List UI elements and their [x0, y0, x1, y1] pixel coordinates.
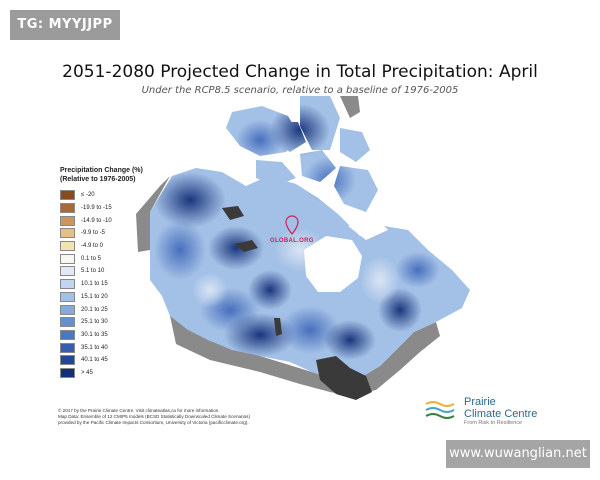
legend-title-line2: (Relative to 1976-2005) [60, 176, 136, 183]
legend-item: 25.1 to 30 [60, 316, 170, 329]
great-slave-lake-shape [234, 240, 258, 252]
legend-item: 30.1 to 35 [60, 329, 170, 342]
legend-title: Precipitation Change (%) (Relative to 19… [60, 166, 170, 184]
prairie-climate-centre-logo: Prairie Climate Centre From Risk to Resi… [424, 394, 564, 430]
legend-label: 35.1 to 40 [81, 344, 108, 351]
lake-winnipeg-shape [274, 318, 282, 336]
legend-item: -19.9 to -15 [60, 202, 170, 215]
credits: © 2017 by the Prairie Climate Centre. Vi… [58, 408, 338, 426]
legend-item: ≤ -20 [60, 189, 170, 202]
legend-swatch [60, 253, 75, 264]
map-watermark-stamp: GLOBAL.ORG [270, 238, 314, 244]
logo-name: Prairie Climate Centre [464, 396, 537, 420]
legend-swatch [60, 329, 75, 340]
greenland-shape [340, 96, 360, 118]
legend-label: 15.1 to 20 [81, 293, 108, 300]
legend-label: -4.9 to 0 [81, 243, 104, 250]
credits-line2: Map Data: Ensemble of 12 CMIP5 models (B… [58, 414, 250, 419]
legend-item: 5.1 to 10 [60, 265, 170, 278]
legend-label: 40.1 to 45 [81, 357, 108, 364]
legend-swatch [60, 355, 75, 366]
legend-label: 10.1 to 15 [81, 281, 108, 288]
waves-icon [425, 401, 455, 419]
legend-swatch [60, 317, 75, 328]
credits-line3: provided by the Pacific Climate Impacts … [58, 420, 249, 425]
legend-swatch [60, 342, 75, 353]
usa-shape [170, 316, 440, 396]
credits-line1: © 2017 by the Prairie Climate Centre. Vi… [58, 408, 220, 413]
legend-swatch [60, 228, 75, 239]
legend-item: > 45 [60, 367, 170, 380]
legend-items: ≤ -20 -19.9 to -15 -14.9 to -10 -9.9 to -5 -… [60, 189, 170, 379]
legend-swatch [60, 266, 75, 277]
map-pin-icon [285, 215, 299, 235]
legend-swatch [60, 279, 75, 290]
logo-name-line2: Climate Centre [464, 408, 538, 420]
legend-label: 30.1 to 35 [81, 331, 108, 338]
legend-title-line1: Precipitation Change (%) [60, 167, 143, 174]
legend-swatch [60, 304, 75, 315]
legend-item: -4.9 to 0 [60, 240, 170, 253]
legend-item: -9.9 to -5 [60, 227, 170, 240]
legend-swatch [60, 367, 75, 378]
legend-swatch [60, 190, 75, 201]
alaska-shape [136, 176, 170, 252]
legend-swatch [60, 215, 75, 226]
legend-item: 35.1 to 40 [60, 341, 170, 354]
map-subtitle: Under the RCP8.5 scenario, relative to a… [141, 85, 459, 96]
legend-label: -19.9 to -15 [81, 205, 112, 212]
watermark-bottom-right: www.wuwanglian.net [446, 440, 590, 468]
legend-swatch [60, 241, 75, 252]
map-title: 2051-2080 Projected Change in Total Prec… [62, 62, 538, 82]
hudson-bay-shape [304, 236, 362, 292]
legend-item: -14.9 to -10 [60, 214, 170, 227]
logo-tagline: From Risk to Resilience [464, 420, 523, 426]
legend: Precipitation Change (%) (Relative to 19… [60, 166, 170, 379]
legend-item: 15.1 to 20 [60, 291, 170, 304]
legend-item: 10.1 to 15 [60, 278, 170, 291]
legend-label: ≤ -20 [81, 192, 95, 199]
great-bear-lake-shape [222, 206, 244, 220]
legend-swatch [60, 203, 75, 214]
legend-label: -9.9 to -5 [81, 230, 106, 237]
legend-label: 0.1 to 5 [81, 255, 102, 262]
legend-swatch [60, 291, 75, 302]
logo-name-line1: Prairie [464, 396, 496, 408]
legend-item: 20.1 to 25 [60, 303, 170, 316]
legend-label: 20.1 to 25 [81, 306, 108, 313]
watermark-top-left: TG: MYYJJPP [10, 10, 120, 40]
legend-item: 40.1 to 45 [60, 354, 170, 367]
legend-label: -14.9 to -10 [81, 217, 112, 224]
legend-label: 5.1 to 10 [81, 268, 105, 275]
legend-label: 25.1 to 30 [81, 319, 108, 326]
hudson-strait-shape [348, 220, 388, 240]
great-lakes-shape [316, 356, 372, 400]
legend-item: 0.1 to 5 [60, 252, 170, 265]
legend-label: > 45 [81, 369, 93, 376]
